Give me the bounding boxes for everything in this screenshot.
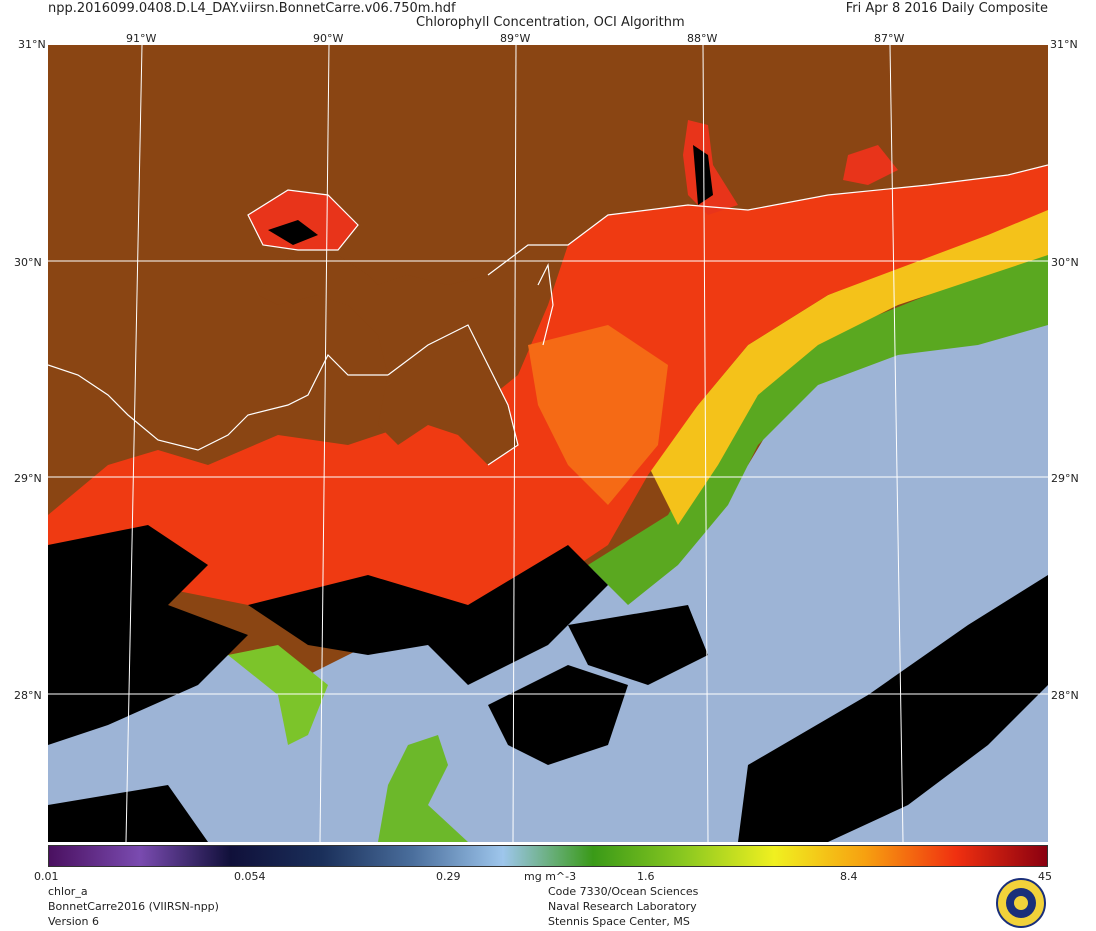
nodata-south-patch: [488, 665, 628, 765]
lat-label-30n-left: 30°N: [14, 256, 42, 269]
map-title: Chlorophyll Concentration, OCI Algorithm: [416, 15, 685, 30]
colorbar-tick-3: 1.6: [637, 870, 655, 883]
footer-org-code: Code 7330/Ocean Sciences: [548, 885, 699, 898]
nodata-sw-corner: [48, 785, 208, 842]
colorbar-tick-5: 45: [1038, 870, 1052, 883]
colorbar: [48, 845, 1048, 867]
ocean-green-plume-west: [228, 645, 328, 745]
lon-label-90w: 90°W: [313, 32, 344, 45]
coastline: [48, 164, 1048, 466]
chlorophyll-map: [48, 45, 1048, 842]
colorbar-tick-4: 8.4: [840, 870, 858, 883]
corner-label-top-left: 31°N: [18, 38, 46, 51]
lat-label-29n-left: 29°N: [14, 472, 42, 485]
colorbar-tick-1: 0.054: [234, 870, 266, 883]
colorbar-tick-2: 0.29: [436, 870, 461, 883]
nodata-west-shelf: [48, 525, 248, 745]
nodata-mid-patch: [568, 605, 708, 685]
lat-label-29n-right: 29°N: [1051, 472, 1079, 485]
footer-product: chlor_a: [48, 885, 88, 898]
lake-nodata: [268, 220, 318, 245]
land-delta: [378, 325, 518, 465]
footer-version: Version 6: [48, 915, 99, 928]
nodata-southeast-band: [738, 575, 1048, 842]
land-mainland: [48, 45, 1048, 450]
graticule: [48, 45, 1048, 842]
lake-pontchartrain: [248, 190, 358, 250]
lon-label-91w: 91°W: [126, 32, 157, 45]
footer-org-name: Naval Research Laboratory: [548, 900, 697, 913]
nodata-central-shelf: [248, 545, 608, 685]
lon-label-88w: 88°W: [687, 32, 718, 45]
lon-label-89w: 89°W: [500, 32, 531, 45]
lat-label-28n-left: 28°N: [14, 689, 42, 702]
pensacola-bay: [843, 145, 898, 185]
ocean-orange-plume: [528, 325, 668, 505]
ocean-green-plume: [378, 735, 468, 842]
lat-label-30n-right: 30°N: [1051, 256, 1079, 269]
map-svg: [48, 45, 1048, 842]
filename-label: npp.2016099.0408.D.L4_DAY.viirsn.BonnetC…: [48, 1, 456, 16]
colorbar-units: mg m^-3: [524, 870, 577, 883]
logo-inner-ring: [1006, 888, 1036, 918]
ocean-yellow-band: [648, 205, 1048, 525]
footer-org-location: Stennis Space Center, MS: [548, 915, 690, 928]
nrl-logo-icon: [996, 878, 1046, 928]
date-label: Fri Apr 8 2016 Daily Composite: [845, 1, 1048, 16]
colorbar-tick-0: 0.01: [34, 870, 59, 883]
footer-dataset: BonnetCarre2016 (VIIRSN-npp): [48, 900, 219, 913]
corner-label-top-right: 31°N: [1050, 38, 1078, 51]
mobile-bay-nodata: [693, 145, 713, 205]
mobile-bay: [683, 120, 738, 215]
lat-label-28n-right: 28°N: [1051, 689, 1079, 702]
lon-label-87w: 87°W: [874, 32, 905, 45]
logo-core: [1014, 896, 1028, 910]
ocean-mid-chl-band: [588, 245, 1048, 605]
